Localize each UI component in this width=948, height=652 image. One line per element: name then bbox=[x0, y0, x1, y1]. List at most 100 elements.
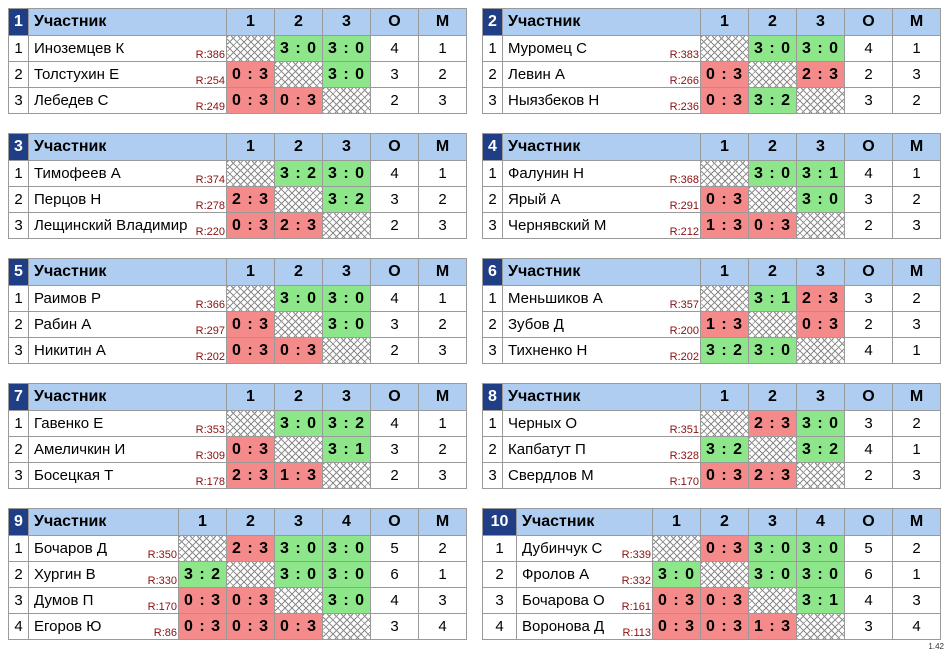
player-rating: R:249 bbox=[194, 101, 225, 113]
opponent-col-header: 2 bbox=[748, 8, 797, 36]
player-index: 3 bbox=[482, 337, 503, 364]
player-index: 2 bbox=[8, 186, 29, 213]
opponent-col-header: 3 bbox=[796, 258, 845, 286]
player-index: 1 bbox=[482, 35, 503, 62]
win-score-cell: 3 : 0 bbox=[796, 35, 845, 62]
points-col-header: О bbox=[844, 258, 893, 286]
points-value: 3 bbox=[370, 311, 419, 338]
opponent-col-header: 3 bbox=[322, 258, 371, 286]
points-value: 3 bbox=[844, 613, 893, 640]
player-index: 3 bbox=[482, 212, 503, 239]
loss-score-cell: 0 : 3 bbox=[274, 87, 323, 114]
points-value: 2 bbox=[844, 311, 893, 338]
player-cell: Капбатут П R:328 bbox=[502, 436, 701, 463]
player-name: Дубинчук С bbox=[522, 540, 603, 557]
player-name: Черных О bbox=[508, 415, 578, 432]
opponent-col-header: 1 bbox=[226, 133, 275, 161]
self-match-cell bbox=[226, 35, 275, 62]
points-value: 4 bbox=[844, 160, 893, 187]
player-cell: Ныязбеков Н R:236 bbox=[502, 87, 701, 114]
player-name: Фролов А bbox=[522, 566, 590, 583]
player-cell: Меньшиков А R:357 bbox=[502, 285, 701, 312]
win-score-cell: 3 : 0 bbox=[274, 535, 323, 562]
win-score-cell: 3 : 0 bbox=[748, 535, 797, 562]
group-number: 8 bbox=[482, 383, 503, 411]
points-value: 2 bbox=[370, 212, 419, 239]
player-index: 2 bbox=[482, 561, 517, 588]
player-index: 2 bbox=[482, 436, 503, 463]
self-match-cell bbox=[178, 535, 227, 562]
win-score-cell: 3 : 0 bbox=[322, 160, 371, 187]
win-score-cell: 3 : 0 bbox=[748, 561, 797, 588]
self-match-cell bbox=[700, 35, 749, 62]
player-cell: Егоров Ю R:86 bbox=[28, 613, 179, 640]
player-rating: R:357 bbox=[668, 299, 699, 311]
self-match-cell bbox=[322, 337, 371, 364]
points-col-header: О bbox=[844, 383, 893, 411]
points-value: 4 bbox=[370, 410, 419, 437]
win-score-cell: 3 : 0 bbox=[796, 561, 845, 588]
place-value: 3 bbox=[418, 87, 467, 114]
opponent-col-header: 2 bbox=[700, 508, 749, 536]
player-index: 3 bbox=[482, 462, 503, 489]
player-rating: R:366 bbox=[194, 299, 225, 311]
loss-score-cell: 0 : 3 bbox=[652, 613, 701, 640]
loss-score-cell: 0 : 3 bbox=[178, 587, 227, 614]
player-rating: R:86 bbox=[152, 627, 177, 639]
win-score-cell: 3 : 1 bbox=[322, 436, 371, 463]
loss-score-cell: 0 : 3 bbox=[700, 462, 749, 489]
place-value: 2 bbox=[418, 311, 467, 338]
points-value: 4 bbox=[370, 285, 419, 312]
points-value: 3 bbox=[370, 436, 419, 463]
opponent-col-header: 1 bbox=[700, 133, 749, 161]
loss-score-cell: 1 : 3 bbox=[748, 613, 797, 640]
player-rating: R:383 bbox=[668, 49, 699, 61]
points-value: 2 bbox=[844, 61, 893, 88]
player-name: Левин А bbox=[508, 66, 565, 83]
player-cell: Лещинский Владимир R:220 bbox=[28, 212, 227, 239]
points-value: 4 bbox=[844, 436, 893, 463]
loss-score-cell: 1 : 3 bbox=[700, 311, 749, 338]
points-value: 6 bbox=[370, 561, 419, 588]
win-score-cell: 3 : 0 bbox=[748, 160, 797, 187]
player-cell: Думов П R:170 bbox=[28, 587, 179, 614]
loss-score-cell: 0 : 3 bbox=[796, 311, 845, 338]
participant-header: Участник bbox=[28, 383, 227, 411]
version-label: 1.42 bbox=[928, 642, 944, 651]
place-col-header: М bbox=[418, 508, 467, 536]
points-value: 2 bbox=[370, 87, 419, 114]
player-name: Бочарова О bbox=[522, 592, 605, 609]
place-value: 2 bbox=[892, 186, 941, 213]
player-index: 1 bbox=[482, 160, 503, 187]
self-match-cell bbox=[226, 561, 275, 588]
player-name: Тихненко Н bbox=[508, 342, 588, 359]
player-cell: Хургин В R:330 bbox=[28, 561, 179, 588]
self-match-cell bbox=[796, 462, 845, 489]
group-header-row: 10 Участник 1 2 3 4 О М bbox=[482, 508, 941, 536]
opponent-col-header: 2 bbox=[274, 383, 323, 411]
player-cell: Амеличкин И R:309 bbox=[28, 436, 227, 463]
place-value: 3 bbox=[418, 212, 467, 239]
win-score-cell: 3 : 0 bbox=[322, 587, 371, 614]
group-header-row: 8 Участник 1 2 3 О М bbox=[482, 383, 941, 411]
win-score-cell: 3 : 1 bbox=[748, 285, 797, 312]
opponent-col-header: 1 bbox=[652, 508, 701, 536]
place-value: 3 bbox=[892, 212, 941, 239]
player-index: 2 bbox=[8, 311, 29, 338]
participant-header: Участник bbox=[28, 258, 227, 286]
